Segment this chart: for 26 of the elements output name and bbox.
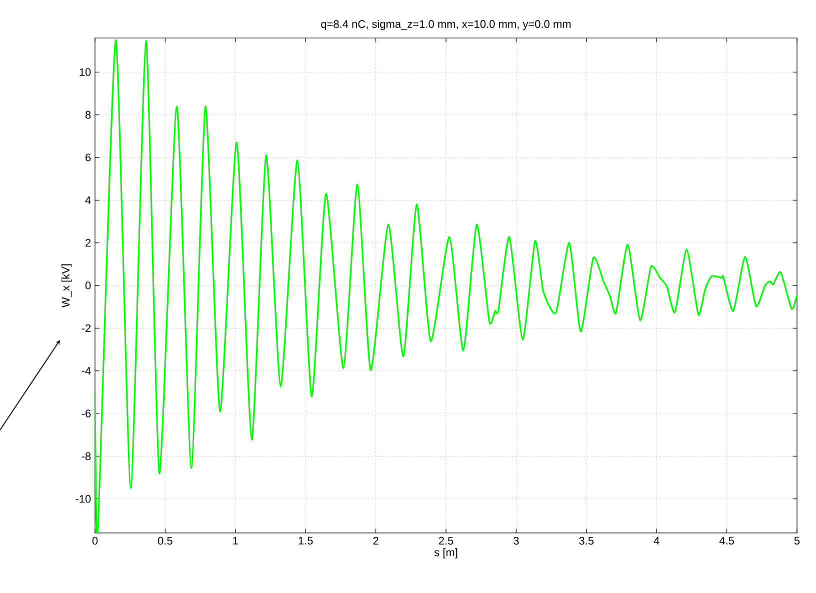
x-tick-label: 0.5 <box>158 536 172 545</box>
x-tick-label: 3.5 <box>579 536 594 545</box>
x-tick-label: 1.5 <box>298 536 313 545</box>
x-tick-label: 1 <box>233 536 238 544</box>
x-tick-label: 5 <box>794 536 800 545</box>
y-tick-label: -2 <box>82 324 91 332</box>
y-axis-title: W_x [kV] <box>61 264 72 308</box>
y-tick-label: 0 <box>85 282 91 290</box>
line-series <box>95 39 797 532</box>
y-tick-label: -10 <box>76 494 91 503</box>
x-tick-label: 0 <box>92 536 98 545</box>
y-tick-label: -6 <box>82 410 91 418</box>
y-tick-label: 4 <box>85 196 91 204</box>
x-axis-title: s [m] <box>434 548 458 558</box>
y-tick-label: -4 <box>82 367 91 375</box>
y-tick-label: 10 <box>80 68 91 76</box>
x-tick-label: 3 <box>514 536 519 545</box>
x-tick-label: 4.5 <box>719 536 734 545</box>
chart-title: q=8.4 nC, sigma_z=1.0 mm, x=10.0 mm, y=0.0 mm <box>321 20 571 30</box>
y-tick-label: 2 <box>86 238 91 247</box>
x-tick-label: 2 <box>373 536 378 545</box>
x-tick-label: 4 <box>654 536 660 544</box>
x-tick-label: 2.5 <box>438 536 454 545</box>
y-tick-label: 6 <box>86 154 91 162</box>
y-tick-label: 8 <box>85 110 91 119</box>
y-tick-label: -8 <box>82 452 91 460</box>
